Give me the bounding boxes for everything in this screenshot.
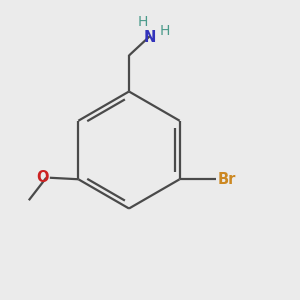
Text: O: O bbox=[37, 170, 49, 185]
Text: Br: Br bbox=[217, 172, 236, 187]
Text: N: N bbox=[144, 30, 156, 45]
Text: H: H bbox=[137, 16, 148, 29]
Text: H: H bbox=[159, 25, 170, 38]
